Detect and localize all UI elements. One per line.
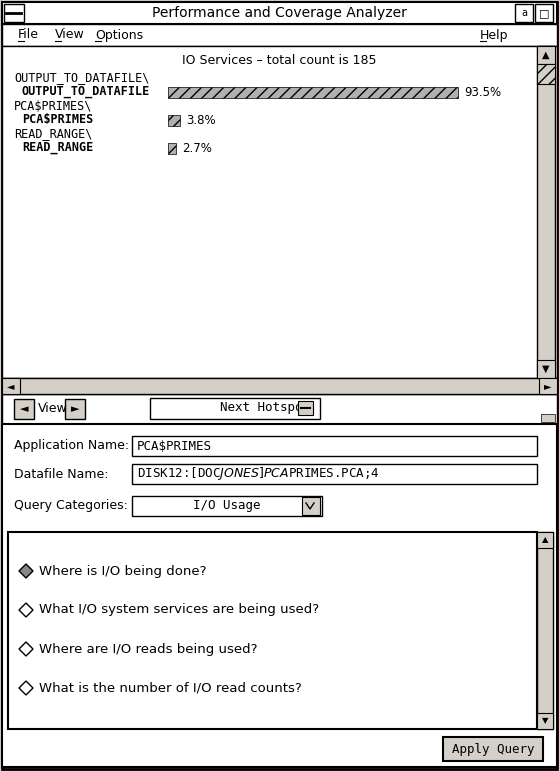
Bar: [2, 378, 20, 394]
Text: 2.7%: 2.7%: [182, 142, 212, 154]
Text: Application Name:: Application Name:: [14, 439, 129, 453]
Bar: [298, 401, 313, 415]
Text: OUTPUT_TO_DATAFILE\: OUTPUT_TO_DATAFILE\: [14, 72, 149, 85]
Text: Options: Options: [95, 29, 143, 42]
Bar: [515, 4, 533, 22]
Text: ▼: ▼: [542, 716, 548, 726]
Bar: [2, 46, 557, 378]
Bar: [537, 360, 555, 378]
Bar: [2, 394, 557, 424]
Text: PCA$PRIMES\: PCA$PRIMES\: [14, 99, 92, 113]
Polygon shape: [19, 642, 33, 656]
Bar: [168, 115, 180, 126]
Bar: [537, 532, 553, 548]
Text: □: □: [539, 8, 549, 18]
Bar: [537, 713, 553, 729]
Text: 93.5%: 93.5%: [464, 86, 501, 99]
Bar: [537, 46, 555, 64]
Bar: [150, 398, 320, 419]
Bar: [535, 4, 553, 22]
Bar: [2, 424, 557, 767]
Bar: [539, 378, 557, 394]
Bar: [537, 46, 555, 378]
Bar: [4, 4, 24, 22]
Text: View: View: [38, 402, 68, 416]
Bar: [2, 24, 557, 46]
Text: ▼: ▼: [542, 364, 549, 374]
Bar: [443, 737, 543, 761]
Text: ▲: ▲: [542, 536, 548, 544]
Bar: [14, 399, 34, 419]
Text: ◄: ◄: [20, 404, 29, 414]
Bar: [537, 532, 553, 729]
Text: Help: Help: [480, 29, 509, 42]
Text: ◄: ◄: [7, 381, 15, 391]
Polygon shape: [19, 681, 33, 695]
Text: READ_RANGE: READ_RANGE: [22, 142, 93, 154]
Text: Apply Query: Apply Query: [452, 742, 534, 756]
Text: Where is I/O being done?: Where is I/O being done?: [39, 564, 206, 577]
Bar: [168, 87, 458, 98]
Text: OUTPUT_TO_DATAFILE: OUTPUT_TO_DATAFILE: [22, 86, 150, 99]
Bar: [537, 64, 555, 84]
Text: ►: ►: [71, 404, 79, 414]
Text: Performance and Coverage Analyzer: Performance and Coverage Analyzer: [151, 6, 406, 20]
Bar: [132, 464, 537, 484]
Bar: [65, 399, 85, 419]
Text: Datafile Name:: Datafile Name:: [14, 467, 108, 480]
Bar: [2, 2, 557, 24]
Text: READ_RANGE\: READ_RANGE\: [14, 127, 92, 140]
Text: ►: ►: [544, 381, 552, 391]
Text: View: View: [55, 29, 85, 42]
Text: What I/O system services are being used?: What I/O system services are being used?: [39, 604, 319, 617]
Polygon shape: [19, 564, 33, 578]
Bar: [8, 532, 537, 729]
Text: PCA$PRIMES: PCA$PRIMES: [22, 113, 93, 126]
Text: Query Categories:: Query Categories:: [14, 500, 128, 513]
Bar: [132, 436, 537, 456]
Text: What is the number of I/O read counts?: What is the number of I/O read counts?: [39, 682, 302, 695]
Bar: [132, 496, 322, 516]
Text: ▲: ▲: [542, 50, 549, 60]
Bar: [2, 378, 557, 394]
Text: I/O Usage: I/O Usage: [193, 500, 260, 513]
Bar: [302, 497, 320, 515]
Bar: [541, 414, 555, 422]
Text: File: File: [18, 29, 39, 42]
Text: DISK12:[DOC$JONES]PCA$PRIMES.PCA;4: DISK12:[DOC$JONES]PCA$PRIMES.PCA;4: [137, 466, 380, 483]
Bar: [168, 143, 177, 154]
Text: Where are I/O reads being used?: Where are I/O reads being used?: [39, 642, 258, 655]
Text: PCA$PRIMES: PCA$PRIMES: [137, 439, 212, 453]
Text: IO Services – total count is 185: IO Services – total count is 185: [182, 55, 376, 68]
Polygon shape: [19, 603, 33, 617]
Text: 3.8%: 3.8%: [186, 113, 215, 126]
Text: a: a: [521, 8, 527, 18]
Text: Next Hotspot: Next Hotspot: [220, 402, 310, 415]
